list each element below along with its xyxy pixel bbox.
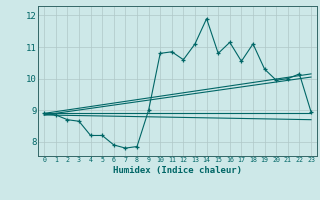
X-axis label: Humidex (Indice chaleur): Humidex (Indice chaleur) [113, 166, 242, 175]
